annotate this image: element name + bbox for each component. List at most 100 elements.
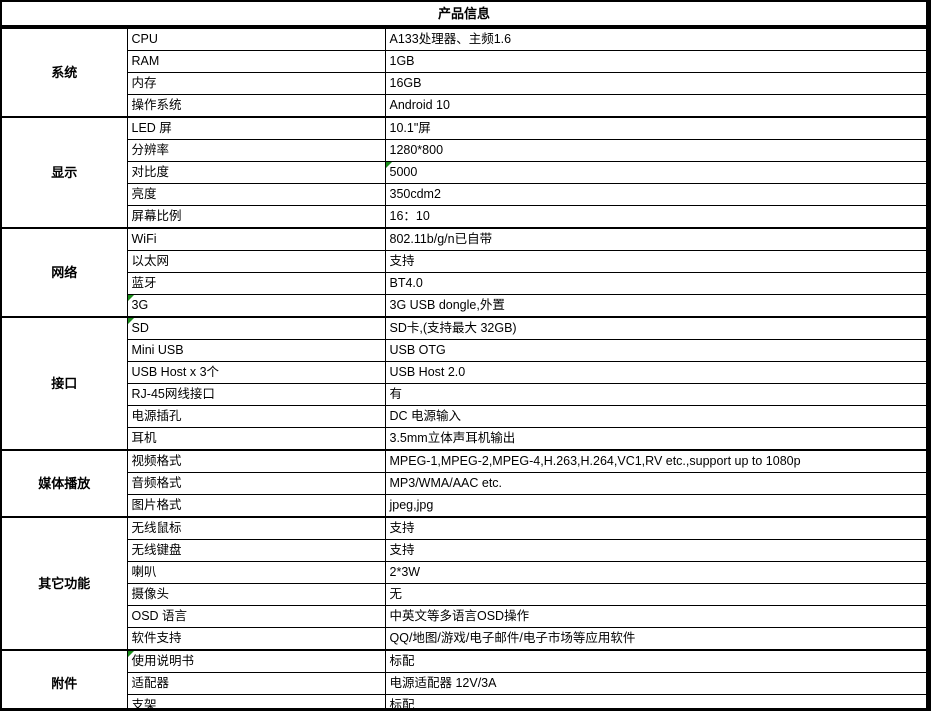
spec-label-cell-text: WiFi	[131, 232, 157, 246]
spec-label-cell[interactable]: Mini USB	[126, 339, 386, 362]
spec-value-cell[interactable]: 支持	[384, 516, 926, 540]
spec-value-cell[interactable]: 电源适配器 12V/3A	[384, 672, 926, 695]
category-cell[interactable]: 接口	[2, 316, 128, 451]
spec-value-cell[interactable]: MPEG-1,MPEG-2,MPEG-4,H.263,H.264,VC1,RV …	[384, 449, 926, 473]
spec-label-cell[interactable]: USB Host x 3个	[126, 361, 386, 384]
spec-label-cell[interactable]: 支架	[126, 694, 386, 711]
table-row: 图片格式 jpeg,jpg	[2, 494, 926, 518]
spec-label-cell[interactable]: 屏幕比例	[126, 205, 386, 229]
spec-value-cell[interactable]: 16GB	[384, 72, 926, 95]
spec-value-cell[interactable]: 3G USB dongle,外置	[384, 294, 926, 318]
table-row: RJ-45网线接口 有	[2, 383, 926, 406]
spec-table: 系统 CPU A133处理器、主频1.6 RAM 1GB 内存 16GB 操作系统 Androi…	[2, 27, 926, 711]
spec-label-cell[interactable]: WiFi	[126, 227, 386, 251]
spec-label-cell[interactable]: 耳机	[126, 427, 386, 451]
spec-value-cell-text: USB Host 2.0	[389, 365, 466, 379]
spec-value-cell[interactable]: 350cdm2	[384, 183, 926, 206]
spec-value-cell[interactable]: 无	[384, 583, 926, 606]
spec-value-cell[interactable]: Android 10	[384, 94, 926, 118]
table-row: 附件 使用说明书 标配	[2, 649, 926, 708]
spec-value-cell[interactable]: 3.5mm立体声耳机输出	[384, 427, 926, 451]
table-title[interactable]: 产品信息	[2, 2, 926, 27]
spec-value-cell[interactable]: 标配	[384, 694, 926, 711]
spec-label-cell[interactable]: 无线鼠标	[126, 516, 386, 540]
spec-value-cell[interactable]: 16：10	[384, 205, 926, 229]
spec-value-cell[interactable]: 5000	[384, 161, 926, 184]
spec-label-cell[interactable]: 音频格式	[126, 472, 386, 495]
spec-value-cell[interactable]: 标配	[384, 649, 926, 673]
spec-value-cell[interactable]: 1280*800	[384, 139, 926, 162]
spec-label-cell[interactable]: OSD 语言	[126, 605, 386, 628]
spec-label-cell[interactable]: 软件支持	[126, 627, 386, 651]
spec-label-cell[interactable]: 以太网	[126, 250, 386, 273]
spec-label-cell[interactable]: RJ-45网线接口	[126, 383, 386, 406]
spec-value-cell[interactable]: jpeg,jpg	[384, 494, 926, 518]
spec-value-cell[interactable]: 10.1"屏	[384, 116, 926, 140]
spec-label-cell[interactable]: 电源插孔	[126, 405, 386, 428]
spec-value-cell[interactable]: BT4.0	[384, 272, 926, 295]
spec-value-cell[interactable]: QQ/地图/游戏/电子邮件/电子市场等应用软件	[384, 627, 926, 651]
spec-value-cell[interactable]: 1GB	[384, 50, 926, 73]
category-cell-text: 附件	[51, 676, 78, 691]
category-cell-text: 接口	[51, 376, 78, 391]
spec-value-cell-text: 中英文等多语言OSD操作	[389, 609, 530, 623]
spec-value-cell[interactable]: 802.11b/g/n已自带	[384, 227, 926, 251]
spec-value-cell-text: MP3/WMA/AAC etc.	[389, 476, 503, 490]
spec-value-cell-text: 标配	[389, 698, 415, 711]
spec-value-cell[interactable]: 中英文等多语言OSD操作	[384, 605, 926, 628]
spec-label-cell[interactable]: 内存	[126, 72, 386, 95]
spec-value-cell[interactable]: 支持	[384, 250, 926, 273]
category-cell[interactable]: 附件	[2, 649, 128, 708]
spec-label-cell[interactable]: 蓝牙	[126, 272, 386, 295]
spec-label-cell[interactable]: 操作系统	[126, 94, 386, 118]
spec-label-cell[interactable]: 适配器	[126, 672, 386, 695]
spec-value-cell[interactable]: USB OTG	[384, 339, 926, 362]
spec-label-cell[interactable]: 对比度	[126, 161, 386, 184]
spec-label-cell[interactable]: LED 屏	[126, 116, 386, 140]
table-row: 音频格式 MP3/WMA/AAC etc.	[2, 472, 926, 495]
category-cell[interactable]: 媒体播放	[2, 449, 128, 518]
spec-label-cell[interactable]: 3G	[126, 294, 386, 318]
table-row: 蓝牙 BT4.0	[2, 272, 926, 295]
spec-value-cell-text: 电源适配器 12V/3A	[389, 676, 497, 690]
spec-label-cell[interactable]: 视频格式	[126, 449, 386, 473]
spec-label-cell[interactable]: 摄像头	[126, 583, 386, 606]
spec-label-cell-text: 内存	[131, 76, 157, 90]
spec-value-cell[interactable]: MP3/WMA/AAC etc.	[384, 472, 926, 495]
table-row: 分辨率 1280*800	[2, 139, 926, 162]
category-cell[interactable]: 其它功能	[2, 516, 128, 651]
spec-value-cell[interactable]: DC 电源输入	[384, 405, 926, 428]
spec-label-cell-text: LED 屏	[131, 121, 172, 135]
spec-value-cell[interactable]: 支持	[384, 539, 926, 562]
spec-label-cell[interactable]: 图片格式	[126, 494, 386, 518]
spec-label-cell-text: 支架	[131, 698, 157, 711]
spec-label-cell[interactable]: 亮度	[126, 183, 386, 206]
spec-label-cell-text: 喇叭	[131, 565, 157, 579]
spec-value-cell[interactable]: USB Host 2.0	[384, 361, 926, 384]
spec-value-cell[interactable]: 有	[384, 383, 926, 406]
category-cell[interactable]: 系统	[2, 27, 128, 118]
spec-label-cell-text: 视频格式	[131, 454, 182, 468]
table-row: 软件支持 QQ/地图/游戏/电子邮件/电子市场等应用软件	[2, 627, 926, 651]
category-cell[interactable]: 网络	[2, 227, 128, 318]
spec-label-cell[interactable]: RAM	[126, 50, 386, 73]
spec-value-cell[interactable]: A133处理器、主频1.6	[384, 27, 926, 51]
spec-value-cell-text: BT4.0	[389, 276, 423, 290]
spec-label-cell[interactable]: SD	[126, 316, 386, 340]
spec-label-cell[interactable]: 喇叭	[126, 561, 386, 584]
category-cell[interactable]: 显示	[2, 116, 128, 229]
spec-value-cell-text: 3.5mm立体声耳机输出	[389, 431, 516, 445]
spec-value-cell[interactable]: 2*3W	[384, 561, 926, 584]
spec-value-cell[interactable]: SD卡,(支持最大 32GB)	[384, 316, 926, 340]
spec-label-cell-text: 分辨率	[131, 143, 170, 157]
spec-label-cell[interactable]: 无线键盘	[126, 539, 386, 562]
spec-value-cell-text: 802.11b/g/n已自带	[389, 232, 493, 246]
spec-label-cell[interactable]: CPU	[126, 27, 386, 51]
table-row: 亮度 350cdm2	[2, 183, 926, 206]
spec-label-cell[interactable]: 分辨率	[126, 139, 386, 162]
spec-label-cell-text: 蓝牙	[131, 276, 157, 290]
error-indicator-icon	[128, 295, 134, 301]
spec-label-cell[interactable]: 使用说明书	[126, 649, 386, 673]
spec-label-cell-text: 适配器	[131, 676, 170, 690]
